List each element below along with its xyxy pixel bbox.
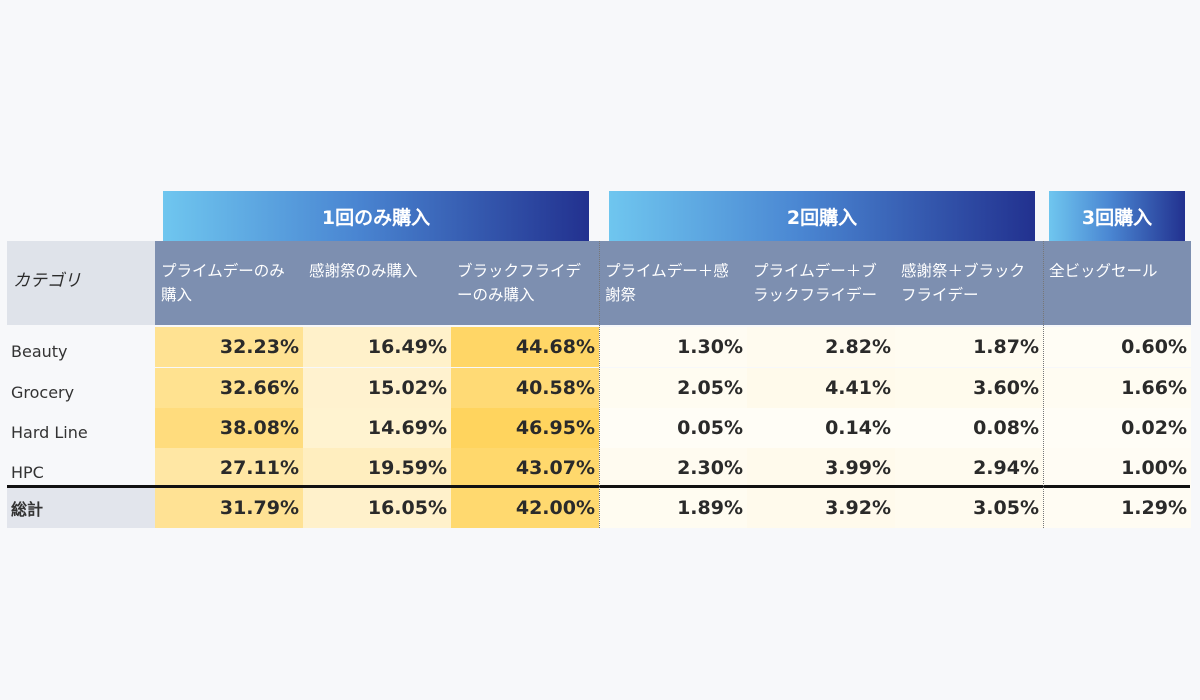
data-cell-4: 2.30% [599, 448, 747, 488]
data-cell-4: 1.30% [599, 327, 747, 367]
total-cell-6: 3.05% [895, 488, 1043, 528]
total-cell-7: 1.29% [1043, 488, 1191, 528]
data-cell-2: 15.02% [303, 368, 451, 408]
data-cell-7: 0.02% [1043, 408, 1191, 448]
data-cell-2: 16.49% [303, 327, 451, 367]
data-cell-3: 44.68% [451, 327, 599, 367]
data-cell-1: 32.66% [155, 368, 303, 408]
column-header-5: プライムデー＋ブラックフライデー [747, 241, 895, 325]
data-cell-6: 2.94% [895, 448, 1043, 488]
data-cell-1: 32.23% [155, 327, 303, 367]
column-header-6: 感謝祭＋ブラックフライデー [895, 241, 1043, 325]
total-cell-2: 16.05% [303, 488, 451, 528]
total-row-label: 総計 [7, 488, 155, 528]
data-cell-7: 1.00% [1043, 448, 1191, 488]
row-label-1: Beauty [11, 341, 68, 361]
data-cell-6: 1.87% [895, 327, 1043, 367]
data-cell-5: 3.99% [747, 448, 895, 488]
data-cell-7: 1.66% [1043, 368, 1191, 408]
column-header-7: 全ビッグセール [1043, 241, 1191, 325]
data-cell-7: 0.60% [1043, 327, 1191, 367]
data-cell-1: 38.08% [155, 408, 303, 448]
group-header-1: 1回のみ購入 [163, 191, 589, 241]
data-cell-5: 0.14% [747, 408, 895, 448]
category-header: カテゴリ [7, 241, 155, 325]
data-cell-6: 0.08% [895, 408, 1043, 448]
total-cell-5: 3.92% [747, 488, 895, 528]
data-cell-4: 2.05% [599, 368, 747, 408]
data-cell-2: 19.59% [303, 448, 451, 488]
data-cell-1: 27.11% [155, 448, 303, 488]
group-header-3: 3回購入 [1049, 191, 1185, 241]
total-cell-4: 1.89% [599, 488, 747, 528]
column-header-4: プライムデー＋感謝祭 [599, 241, 747, 325]
data-cell-5: 4.41% [747, 368, 895, 408]
total-cell-3: 42.00% [451, 488, 599, 528]
row-label-3: Hard Line [11, 422, 88, 442]
column-header-1: プライムデーのみ購入 [155, 241, 303, 325]
data-cell-2: 14.69% [303, 408, 451, 448]
column-header-2: 感謝祭のみ購入 [303, 241, 451, 325]
group-header-2: 2回購入 [609, 191, 1035, 241]
column-header-3: ブラックフライデーのみ購入 [451, 241, 599, 325]
group-separator-1 [599, 241, 600, 528]
group-separator-2 [1043, 241, 1044, 528]
data-cell-3: 40.58% [451, 368, 599, 408]
data-cell-3: 46.95% [451, 408, 599, 448]
data-cell-4: 0.05% [599, 408, 747, 448]
total-separator-line [7, 485, 1190, 488]
row-label-4: HPC [11, 462, 44, 482]
total-cell-1: 31.79% [155, 488, 303, 528]
data-cell-5: 2.82% [747, 327, 895, 367]
data-cell-6: 3.60% [895, 368, 1043, 408]
row-label-2: Grocery [11, 382, 75, 402]
data-cell-3: 43.07% [451, 448, 599, 488]
